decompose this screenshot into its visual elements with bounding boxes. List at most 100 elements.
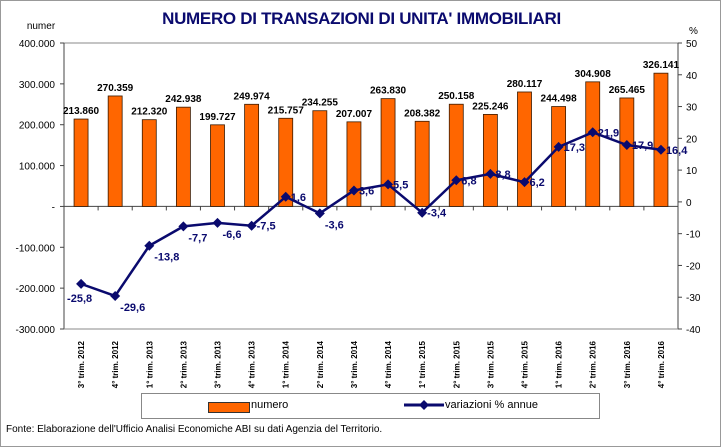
bar [517, 91, 532, 207]
line-marker [348, 185, 359, 196]
bar-label: 280.117 [507, 79, 543, 90]
bar-label: 270.359 [97, 83, 134, 94]
source-note: Fonte: Elaborazione dell'Ufficio Analisi… [6, 424, 383, 435]
bar-label: 265.465 [609, 85, 646, 96]
line-label: 8,8 [495, 169, 510, 181]
line-marker [383, 179, 394, 190]
legend-label-numero: numero [251, 399, 289, 411]
x-tick-label: 2° trim. 2014 [316, 340, 325, 388]
line-marker [587, 127, 598, 138]
legend: numero variazioni % annue [141, 393, 600, 419]
chart-title: NUMERO DI TRANSAZIONI DI UNITA' IMMOBILI… [162, 9, 561, 28]
line-label: 21,9 [598, 127, 619, 139]
line-marker [178, 221, 189, 232]
line-label: -6,6 [223, 229, 242, 241]
line-marker [280, 191, 291, 202]
x-tick-label: 2° trim. 2013 [179, 340, 188, 388]
x-tick-label: 3° trim. 2014 [350, 340, 359, 388]
y-left-tick-label: -200.000 [16, 284, 56, 295]
line-marker [451, 175, 462, 186]
y-left-tick-label: 200.000 [19, 121, 56, 132]
bar-label: 326.141 [643, 60, 680, 71]
bar-label: 208.382 [404, 108, 441, 119]
y-right-tick-label: 0 [686, 198, 692, 209]
y-left-label: numer [27, 21, 56, 32]
bar-label: 250.158 [438, 91, 475, 102]
bar [244, 103, 260, 207]
line-marker [212, 217, 223, 228]
line-marker [621, 140, 632, 151]
line-marker [417, 207, 428, 218]
line-label: -13,8 [154, 252, 179, 264]
x-tick-label: 1° trim. 2015 [418, 340, 427, 388]
bar [551, 106, 567, 207]
bar [278, 117, 294, 207]
y-left-tick-label: 300.000 [19, 80, 56, 91]
bar-label: 249.974 [234, 91, 271, 102]
bar [312, 110, 328, 207]
x-tick-label: 4° trim. 2015 [521, 340, 530, 388]
y-right-tick-label: 40 [686, 71, 698, 82]
bar [619, 97, 635, 207]
line-marker [314, 208, 325, 219]
bar [175, 106, 191, 207]
line-marker [76, 278, 87, 289]
y-right-tick-label: 10 [686, 166, 698, 177]
bar-label: 225.246 [472, 101, 509, 112]
bar [107, 95, 123, 207]
line-marker [553, 141, 564, 152]
y-left-tick-label: - [52, 202, 55, 213]
bar-label: 212.320 [131, 107, 168, 118]
bar-label: 213.860 [63, 106, 100, 117]
x-tick-label: 3° trim. 2015 [486, 340, 495, 388]
y-left-tick-label: 400.000 [19, 39, 56, 50]
line-label: 6,2 [530, 177, 545, 189]
bar-label: 215.757 [268, 105, 305, 116]
x-tick-label: 4° trim. 2013 [248, 340, 257, 388]
line-label: -7,5 [257, 221, 276, 233]
x-tick-label: 1° trim. 2016 [555, 340, 564, 388]
bar [653, 72, 669, 207]
y-right-tick-label: -20 [686, 261, 701, 272]
x-tick-label: 3° trim. 2016 [623, 340, 632, 388]
line-marker [246, 220, 257, 231]
y-right-tick-label: 20 [686, 134, 698, 145]
line-marker [655, 144, 666, 155]
bar [482, 113, 498, 207]
line-label: -25,8 [67, 293, 92, 305]
x-tick-label: 1° trim. 2014 [282, 340, 291, 388]
y-right-tick-label: -40 [686, 325, 701, 336]
y-right-tick-label: 30 [686, 103, 698, 114]
bar-label: 304.908 [575, 69, 612, 80]
legend-line-icon [404, 400, 444, 410]
line-label: 6,8 [461, 175, 476, 187]
x-tick-label: 2° trim. 2016 [589, 340, 598, 388]
line-marker [519, 177, 530, 188]
legend-swatch-numero [208, 402, 250, 413]
y-left-tick-label: -300.000 [16, 325, 56, 336]
line-label: 17,3 [564, 142, 585, 154]
bar [414, 120, 430, 207]
bar-label: 234.255 [302, 98, 339, 109]
x-tick-label: 3° trim. 2012 [77, 340, 86, 388]
line-label: 17,9 [632, 140, 653, 152]
bar-label: 199.727 [199, 112, 236, 123]
line-label: 3,6 [359, 185, 374, 197]
bar [448, 103, 464, 207]
bar [380, 98, 396, 207]
line-label: -3,4 [427, 208, 447, 220]
line-label: 1,6 [291, 192, 306, 204]
x-tick-label: 4° trim. 2014 [384, 340, 393, 388]
line-label: -3,6 [325, 219, 344, 231]
bar-label: 263.830 [370, 86, 407, 97]
bar-label: 207.007 [336, 109, 373, 120]
line-label: 16,4 [666, 145, 688, 157]
bar-label: 244.498 [541, 94, 578, 105]
line-marker [110, 290, 121, 301]
bar [585, 81, 601, 207]
line-marker [485, 168, 496, 179]
line-label: -29,6 [120, 302, 145, 314]
legend-label-variazioni: variazioni % annue [445, 399, 538, 411]
